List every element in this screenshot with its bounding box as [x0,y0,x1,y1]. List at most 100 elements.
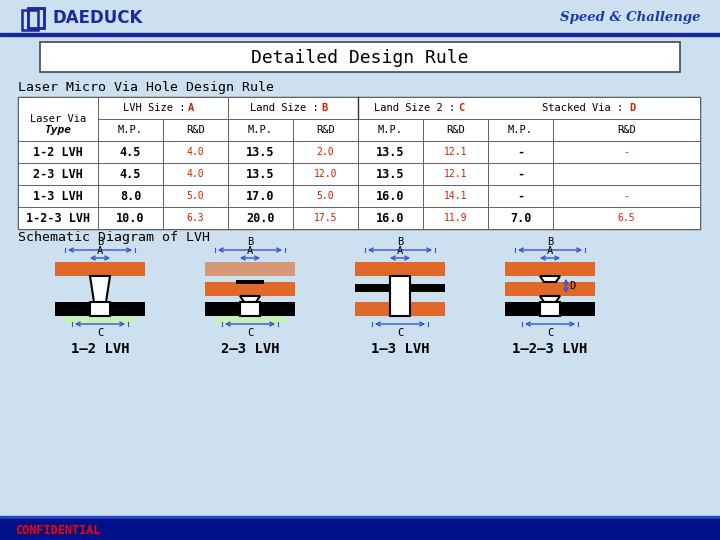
Text: -: - [517,167,524,180]
Bar [293,185,358,207]
Text: 4.5: 4.5 [120,145,141,159]
Bar [358,207,423,229]
Text: M.P.: M.P. [118,125,143,135]
Bar [355,262,445,276]
Text: B: B [397,237,403,247]
Polygon shape [240,296,260,302]
Text: 10.0: 10.0 [116,212,145,225]
Text: Laser Micro Via Hole Design Rule: Laser Micro Via Hole Design Rule [18,82,274,94]
Bar [163,163,228,185]
Bar [540,302,560,316]
Bar [98,185,163,207]
Text: 1-2 LVH: 1-2 LVH [33,145,83,159]
Bar [488,119,553,141]
Text: B: B [247,237,253,247]
Bar [355,284,445,292]
Bar [358,163,423,185]
Bar [488,185,553,207]
Bar [163,185,228,207]
Text: M.P.: M.P. [248,125,273,135]
Text: 16.0: 16.0 [377,212,405,225]
Bar [228,97,358,119]
Text: 12.0: 12.0 [314,169,337,179]
Bar [18,163,98,185]
Text: Land Size 2 :: Land Size 2 : [374,103,462,113]
Text: A: A [547,246,553,256]
Bar [228,141,293,163]
Text: 13.5: 13.5 [377,167,405,180]
Bar [65,302,135,324]
Bar [98,141,163,163]
Text: 5.0: 5.0 [317,191,334,201]
Text: Speed & Challenge: Speed & Challenge [559,11,700,24]
Bar [28,8,44,28]
Text: C: C [247,328,253,338]
Bar [505,282,595,296]
Polygon shape [90,276,110,302]
Text: Land Size :: Land Size : [251,103,325,113]
Bar [505,302,595,316]
Text: 12.1: 12.1 [444,169,467,179]
Text: 5.0: 5.0 [186,191,204,201]
Text: 1–3 LVH: 1–3 LVH [371,342,429,356]
Text: Schematic Diagram of LVH: Schematic Diagram of LVH [18,232,210,245]
Text: 4.0: 4.0 [186,147,204,157]
Bar [553,185,700,207]
Text: R&D: R&D [446,125,465,135]
Bar [423,163,488,185]
Bar [488,163,553,185]
Bar [553,119,700,141]
Bar [293,207,358,229]
Text: -: - [624,191,629,201]
Bar [18,97,98,141]
Bar [0,519,720,540]
Text: 1-2-3 LVH: 1-2-3 LVH [26,212,90,225]
Bar [240,302,260,316]
Bar [55,302,145,316]
Bar [18,185,98,207]
Text: Type: Type [45,125,71,135]
Text: 1-3 LVH: 1-3 LVH [33,190,83,202]
Text: -: - [517,190,524,202]
Bar [358,141,423,163]
Text: 11.9: 11.9 [444,213,467,223]
Bar [18,97,700,229]
Bar [228,207,293,229]
Bar [358,97,700,119]
Text: Stacked Via :: Stacked Via : [542,103,630,113]
Text: 16.0: 16.0 [377,190,405,202]
Text: 4.5: 4.5 [120,167,141,180]
Text: Detailed Design Rule: Detailed Design Rule [251,49,469,67]
Bar [423,119,488,141]
FancyBboxPatch shape [40,42,680,72]
Text: 12.1: 12.1 [444,147,467,157]
Text: -: - [624,147,629,157]
Text: 17.5: 17.5 [314,213,337,223]
Bar [488,207,553,229]
Text: 13.5: 13.5 [377,145,405,159]
Bar [228,163,293,185]
Bar [18,207,98,229]
Bar [98,119,163,141]
Bar [293,163,358,185]
Text: C: C [97,328,103,338]
Bar [205,282,295,296]
Bar [553,207,700,229]
Bar [0,33,720,36]
Text: M.P.: M.P. [378,125,403,135]
Bar [90,302,110,316]
Bar [423,141,488,163]
Bar [0,516,720,519]
Polygon shape [540,276,560,282]
Text: R&D: R&D [316,125,335,135]
Bar [55,262,145,276]
Text: DAEDUCK: DAEDUCK [52,9,143,27]
Bar [228,185,293,207]
Text: LVH Size :: LVH Size : [122,103,192,113]
Text: 1–2 LVH: 1–2 LVH [71,342,130,356]
Bar [163,207,228,229]
Text: 6.5: 6.5 [618,213,635,223]
Text: D: D [629,103,635,113]
Text: A: A [97,246,103,256]
Text: A: A [247,246,253,256]
